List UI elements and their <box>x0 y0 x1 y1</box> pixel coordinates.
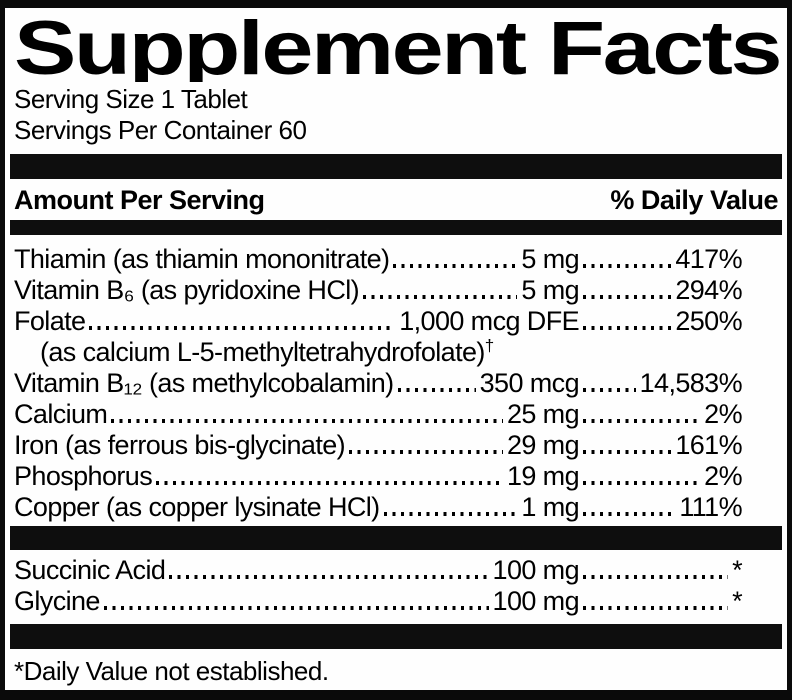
dot-leader <box>397 388 476 392</box>
daily-value-cell: 294% <box>579 275 743 306</box>
daily-value-cell: 250% <box>579 306 743 337</box>
daily-value-cell: * <box>579 586 743 617</box>
ingredient-name: Succinic Acid <box>14 555 166 585</box>
nutrient-row: Vitamin B₆ (as pyridoxine HCl) 5 mg 294% <box>14 275 778 306</box>
daily-value-cell: * <box>579 555 743 586</box>
title-text: Supplement Facts <box>14 12 780 82</box>
nutrient-name: Iron (as ferrous bis-glycinate) <box>14 430 346 460</box>
nutrient-amount: 1 mg <box>521 492 579 522</box>
daily-value: 417% <box>675 244 742 274</box>
daily-value: 2% <box>704 461 742 491</box>
nutrient-name: Calcium <box>14 399 108 429</box>
other-ingredient-rows: Succinic Acid 100 mg * Glycine 100 mg * <box>14 555 778 617</box>
nutrient-amount: 29 mg <box>506 430 580 460</box>
supplement-facts-title: Supplement Facts <box>14 12 782 82</box>
nutrient-amount: 19 mg <box>506 461 580 491</box>
label-inner: Supplement Facts Serving Size 1 Tablet S… <box>5 12 787 690</box>
separator-bar-header <box>10 220 782 235</box>
servings-per-container: Servings Per Container 60 <box>14 115 307 145</box>
daily-value-asterisk: * <box>732 555 743 585</box>
folate-note-text: (as calcium L-5-methyltetrahydrofolate) <box>40 337 485 367</box>
dot-leader <box>111 419 503 423</box>
nutrient-name: Folate <box>14 306 86 336</box>
daily-value-cell: 14,583% <box>579 368 743 399</box>
nutrient-row: Copper (as copper lysinate HCl) 1 mg 111… <box>14 492 778 523</box>
dot-leader <box>583 419 701 423</box>
daily-value: 250% <box>675 306 742 336</box>
nutrient-name: Vitamin B₆ (as pyridoxine HCl) <box>14 275 360 305</box>
dot-leader <box>583 264 672 268</box>
nutrient-row: Iron (as ferrous bis-glycinate) 29 mg 16… <box>14 430 778 461</box>
dot-leader <box>583 481 701 485</box>
daily-value: 111% <box>679 492 742 522</box>
nutrient-amount: 350 mcg <box>479 368 580 398</box>
daily-value: 14,583% <box>639 368 743 398</box>
daily-value-asterisk: * <box>732 586 743 616</box>
daily-value-cell: 417% <box>579 244 743 275</box>
daily-value-footnote: *Daily Value not established. <box>14 656 329 686</box>
nutrient-name: Thiamin (as thiamin mononitrate) <box>14 244 390 274</box>
dot-leader <box>583 388 636 392</box>
serving-size: Serving Size 1 Tablet <box>14 84 248 114</box>
daily-value-cell: 161% <box>579 430 743 461</box>
daily-value-cell: 111% <box>579 492 743 523</box>
nutrient-name: Copper (as copper lysinate HCl) <box>14 492 380 522</box>
dot-leader <box>169 575 489 579</box>
dot-leader <box>583 450 672 454</box>
daily-value-cell: 2% <box>579 399 743 430</box>
ingredient-amount: 100 mg <box>492 586 580 616</box>
daily-value: 161% <box>675 430 742 460</box>
dot-leader <box>383 512 518 516</box>
nutrient-row: Folate 1,000 mcg DFE 250% <box>14 306 778 337</box>
dot-leader <box>583 512 676 516</box>
other-ingredient-row: Succinic Acid 100 mg * <box>14 555 778 586</box>
other-ingredient-row: Glycine 100 mg * <box>14 586 778 617</box>
nutrient-row: Thiamin (as thiamin mononitrate) 5 mg 41… <box>14 244 778 275</box>
column-header-row: Amount Per Serving % Daily Value <box>14 179 778 220</box>
nutrient-amount: 5 mg <box>521 275 579 305</box>
nutrient-rows: Thiamin (as thiamin mononitrate) 5 mg 41… <box>14 244 778 523</box>
separator-bar-top <box>10 154 782 179</box>
daily-value: 2% <box>704 399 742 429</box>
separator-bar-middle <box>10 526 782 550</box>
ingredient-name: Glycine <box>14 586 100 616</box>
dot-leader <box>583 575 729 579</box>
nutrient-row: Calcium 25 mg 2% <box>14 399 778 430</box>
dot-leader <box>156 481 503 485</box>
ingredient-amount: 100 mg <box>492 555 580 585</box>
nutrient-amount: 1,000 mcg DFE <box>399 306 579 336</box>
dot-leader <box>103 606 489 610</box>
nutrient-amount: 5 mg <box>521 244 579 274</box>
separator-bar-bottom <box>10 624 782 649</box>
dot-leader <box>583 326 672 330</box>
nutrient-amount: 25 mg <box>506 399 580 429</box>
dot-leader <box>349 450 503 454</box>
nutrient-name: Vitamin B₁₂ (as methylcobalamin) <box>14 368 394 398</box>
dagger-superscript: † <box>484 336 494 355</box>
folate-source-note: (as calcium L-5-methyltetrahydrofolate)† <box>14 337 778 368</box>
amount-per-serving-header: Amount Per Serving <box>14 185 265 215</box>
nutrient-name: Phosphorus <box>14 461 153 491</box>
serving-info: Serving Size 1 Tablet Servings Per Conta… <box>14 84 778 146</box>
dot-leader <box>583 606 729 610</box>
dot-leader <box>363 295 518 299</box>
nutrient-row: Vitamin B₁₂ (as methylcobalamin) 350 mcg… <box>14 368 778 399</box>
dot-leader <box>393 264 518 268</box>
daily-value-cell: 2% <box>579 461 743 492</box>
percent-daily-value-header: % Daily Value <box>610 185 778 215</box>
dot-leader <box>89 326 396 330</box>
dot-leader <box>583 295 672 299</box>
nutrient-row: Phosphorus 19 mg 2% <box>14 461 778 492</box>
daily-value: 294% <box>675 275 742 305</box>
